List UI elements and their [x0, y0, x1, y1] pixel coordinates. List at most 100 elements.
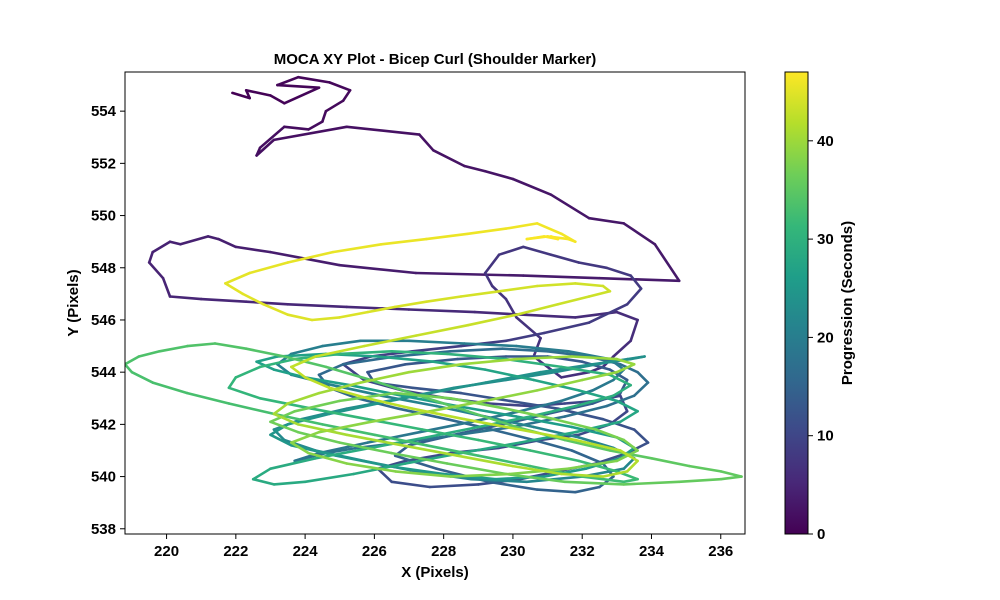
trajectory-segment: [296, 423, 349, 437]
trajectory-segment: [224, 282, 245, 296]
trajectory-segment: [580, 475, 626, 484]
trajectory-segment: [487, 402, 532, 408]
trajectory-segment: [125, 355, 141, 366]
x-axis-label: X (Pixels): [401, 564, 469, 581]
trajectory-segment: [424, 232, 470, 241]
trajectory-segment: [369, 409, 432, 424]
trajectory-segment: [677, 477, 723, 484]
trajectory-segment: [556, 295, 591, 306]
trajectory-segment: [147, 261, 165, 280]
trajectory-segment: [386, 464, 446, 476]
trajectory-segment: [618, 362, 639, 374]
trajectory-segment: [632, 428, 650, 444]
y-tick-label: 550: [91, 208, 116, 225]
trajectory-segment: [622, 456, 636, 471]
trajectory-segment: [345, 305, 411, 311]
trajectory-segment: [615, 310, 639, 322]
trajectory-segment: [334, 454, 390, 468]
trajectory-segment: [563, 404, 608, 418]
trajectory-segment: [594, 428, 626, 442]
trajectory-segment: [161, 276, 172, 298]
trajectory-segment: [625, 459, 639, 473]
x-tick-label: 230: [500, 543, 525, 560]
trajectory-segment: [366, 396, 414, 411]
trajectory-segment: [622, 477, 639, 484]
trajectory-segment: [269, 456, 317, 471]
trajectory-segment: [411, 344, 463, 353]
trajectory-segment: [629, 318, 639, 343]
trajectory-segment: [521, 245, 553, 256]
trajectory-segment: [573, 282, 605, 288]
trajectory-segment: [272, 402, 290, 416]
trajectory-segment: [463, 164, 487, 173]
trajectory-segment: [390, 451, 449, 465]
trajectory-segment: [456, 404, 518, 418]
trajectory-line: [125, 75, 743, 494]
trajectory-segment: [622, 222, 657, 246]
trajectory-segment: [629, 274, 643, 290]
trajectory-segment: [362, 334, 418, 348]
trajectory-segment: [227, 402, 276, 416]
trajectory-segment: [560, 472, 605, 478]
trajectory-segment: [622, 438, 639, 452]
trajectory-segment: [483, 389, 539, 403]
trajectory-segment: [445, 462, 508, 476]
trajectory-segment: [445, 417, 494, 431]
trajectory-segment: [428, 399, 487, 413]
trajectory-segment: [688, 464, 723, 473]
colorbar-tick-label: 10: [817, 428, 834, 445]
trajectory-segment: [466, 409, 518, 429]
trajectory-segment: [535, 222, 563, 236]
trajectory-segment: [376, 467, 394, 484]
trajectory-segment: [130, 370, 154, 384]
trajectory-segment: [393, 470, 452, 478]
trajectory-segment: [580, 370, 619, 382]
trajectory-segment: [404, 451, 452, 463]
trajectory-segment: [629, 355, 646, 361]
trajectory-segment: [542, 321, 591, 335]
trajectory-segment: [598, 475, 615, 489]
colorbar-label: Progression (Seconds): [839, 221, 856, 385]
trajectory-segment: [459, 441, 522, 455]
trajectory-segment: [199, 297, 248, 304]
trajectory-segment: [476, 438, 532, 452]
trajectory-segment: [570, 355, 619, 361]
trajectory-segment: [276, 83, 321, 89]
trajectory-segment: [549, 253, 581, 264]
trajectory-segment: [459, 289, 501, 298]
trajectory-segment: [147, 250, 154, 264]
trajectory-segment: [418, 133, 435, 152]
trajectory-segment: [137, 349, 161, 358]
trajectory-segment: [577, 459, 619, 473]
x-tick-label: 232: [570, 543, 595, 560]
trajectory-segment: [328, 81, 352, 92]
trajectory-segment: [518, 430, 577, 444]
trajectory-segment: [213, 342, 248, 351]
trajectory-segment: [272, 125, 349, 142]
trajectory-segment: [515, 355, 574, 361]
trajectory-segment: [345, 433, 404, 447]
trajectory-segment: [125, 362, 134, 374]
colorbar-axis: 0 10 20 30 40: [808, 133, 834, 543]
trajectory-segment: [483, 271, 494, 288]
trajectory-segment: [151, 381, 189, 395]
trajectory-segment: [393, 391, 452, 400]
trajectory-segment: [414, 271, 525, 277]
trajectory-segment: [179, 235, 210, 246]
x-tick-label: 234: [639, 543, 665, 560]
trajectory-segment: [449, 472, 511, 478]
trajectory-segment: [303, 472, 355, 484]
trajectory-segment: [244, 300, 290, 306]
trajectory-segment: [269, 433, 293, 447]
x-tick-label: 236: [708, 543, 733, 560]
x-tick-label: 226: [362, 543, 387, 560]
trajectory-segment: [470, 409, 522, 424]
trajectory-segment: [497, 284, 539, 293]
trajectory-segment: [393, 300, 428, 309]
trajectory-segment: [241, 292, 265, 306]
chart-title: MOCA XY Plot - Bicep Curl (Shoulder Mark…: [274, 51, 597, 68]
trajectory-segment: [636, 370, 650, 384]
trajectory-segment: [376, 355, 435, 364]
trajectory-segment: [525, 235, 546, 241]
